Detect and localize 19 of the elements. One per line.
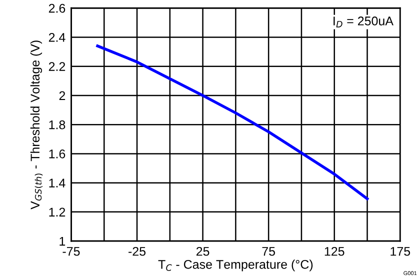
line-series	[96, 44, 369, 200]
x-tick-label: 125	[324, 246, 344, 256]
x-tick-label: 25	[196, 246, 210, 256]
y-axis-title: V$_{GS(th)}$ - Threshold Voltage (V)	[30, 40, 43, 210]
y-tick-label: 2.4	[48, 33, 66, 42]
y-tick-label: 1.2	[49, 208, 66, 216]
y-tick-label: 1.6	[49, 149, 66, 158]
x-tick-label: 175	[390, 247, 410, 256]
y-tick-label: 2.2	[48, 62, 66, 71]
y-tick-label: 1	[60, 236, 66, 246]
y-tick-label: 1.8	[49, 120, 66, 130]
x-tick-label: -75	[62, 247, 80, 256]
annotation: I$_{D}$ = 250uA	[334, 16, 394, 28]
x-tick-label: 75	[262, 247, 276, 256]
y-tick-label: 1.4	[49, 178, 66, 188]
x-axis-title: T$_{C}$ - Case Temperature (°C)	[158, 260, 313, 272]
y-tick-label: 2.6	[48, 4, 66, 13]
y-tick-label: 2	[59, 91, 66, 100]
x-tick-label: -25	[128, 246, 146, 256]
